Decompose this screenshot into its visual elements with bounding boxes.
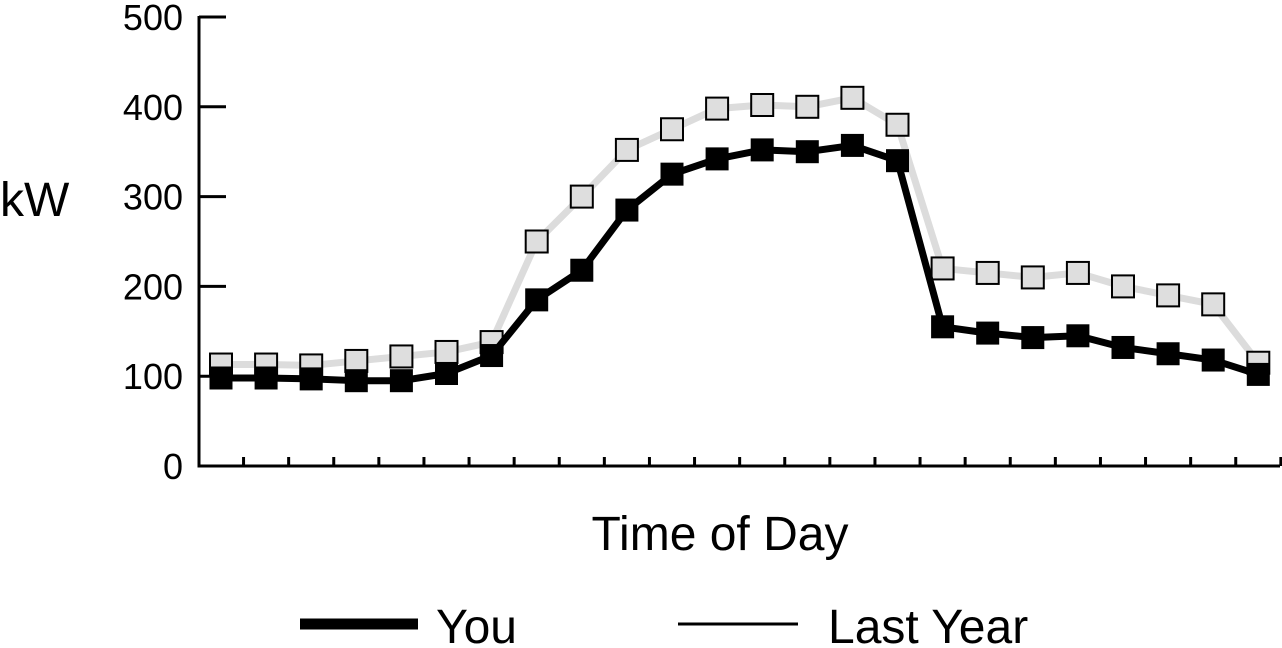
point-last-year [885, 112, 910, 137]
point-you [750, 138, 774, 162]
axes: 0 100 200 300 400 500 [123, 0, 1282, 487]
point-you [660, 162, 684, 186]
point-you [886, 149, 909, 173]
point-last-year [660, 117, 684, 142]
point-you [705, 147, 729, 171]
point-last-year [795, 94, 820, 119]
legend: You Last Year [300, 601, 1028, 648]
point-you [344, 369, 368, 393]
point-you [1021, 326, 1045, 350]
point-you [480, 344, 504, 368]
point-you [1111, 335, 1135, 359]
y-tick-label: 400 [123, 87, 183, 128]
series-layer [209, 85, 1271, 393]
point-last-year [524, 229, 549, 254]
point-you [389, 369, 413, 393]
point-you [795, 140, 819, 164]
legend-label-you: You [436, 601, 517, 648]
point-you [976, 321, 1000, 345]
point-you [931, 315, 955, 339]
point-last-year [975, 260, 1000, 285]
x-axis-title: Time of Day [592, 508, 849, 561]
point-last-year [750, 93, 775, 118]
point-you [209, 366, 233, 390]
point-you [254, 366, 278, 390]
point-last-year [1201, 292, 1226, 317]
point-you [435, 362, 458, 386]
point-last-year [840, 85, 865, 110]
point-last-year [434, 339, 459, 364]
point-last-year [705, 96, 730, 121]
y-tick-label: 500 [123, 0, 183, 38]
point-you [299, 367, 323, 391]
point-you [570, 258, 594, 282]
point-last-year [1111, 274, 1135, 299]
series-line-you [221, 141, 1260, 385]
point-you [1201, 348, 1225, 372]
legend-label-last-year: Last Year [828, 601, 1028, 648]
point-you [1156, 342, 1180, 366]
point-last-year [569, 184, 594, 209]
point-last-year [1065, 260, 1090, 285]
point-you [525, 288, 549, 312]
y-tick-label: 200 [123, 266, 183, 307]
point-last-year [1156, 283, 1181, 308]
point-you [1066, 324, 1090, 348]
point-you [615, 198, 639, 222]
y-tick-label: 0 [163, 446, 183, 487]
y-axis-title: kW [0, 174, 70, 227]
point-you [1246, 362, 1270, 386]
point-last-year [930, 256, 955, 281]
point-last-year [614, 137, 639, 162]
y-tick-label: 300 [123, 177, 183, 218]
y-tick-label: 100 [123, 356, 183, 397]
point-last-year [389, 344, 414, 369]
point-you [840, 133, 864, 157]
point-last-year [1020, 265, 1045, 290]
series-line-last-year [221, 94, 1262, 369]
point-last-year [344, 348, 369, 373]
